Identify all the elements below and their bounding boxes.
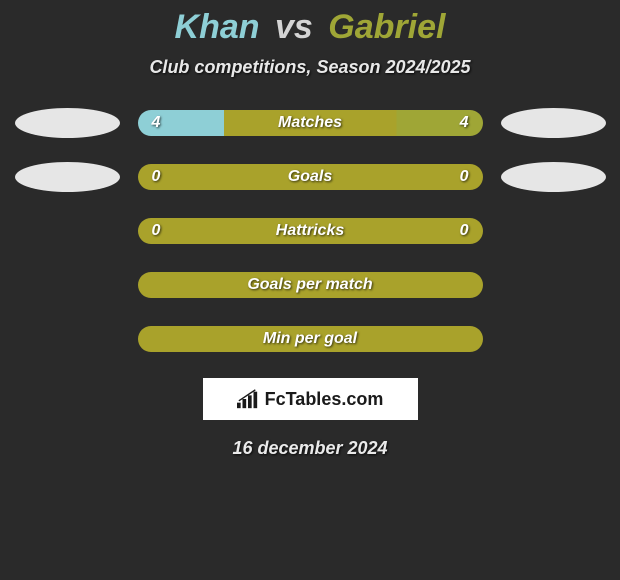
stat-row-goals: 0 Goals 0 [0, 162, 620, 192]
stat-bar-matches: 4 Matches 4 [138, 110, 483, 136]
stat-label: Hattricks [276, 222, 344, 240]
page-title: Khan vs Gabriel [0, 8, 620, 47]
stat-row-matches: 4 Matches 4 [0, 108, 620, 138]
stat-value-left: 0 [152, 222, 172, 240]
stat-value-left: 4 [152, 114, 172, 132]
vs-text: vs [275, 8, 313, 46]
chart-icon [237, 389, 259, 409]
player2-name: Gabriel [328, 8, 445, 46]
stat-bar-hattricks: 0 Hattricks 0 [138, 218, 483, 244]
brand-text: FcTables.com [265, 389, 384, 410]
stat-row-hattricks: 0 Hattricks 0 [0, 216, 620, 246]
stat-value-right: 0 [449, 222, 469, 240]
stat-label: Goals [288, 168, 332, 186]
stat-row-gpm: Goals per match [0, 270, 620, 300]
stat-bar-goals: 0 Goals 0 [138, 164, 483, 190]
stat-row-mpg: Min per goal [0, 324, 620, 354]
widget-container: Khan vs Gabriel Club competitions, Seaso… [0, 0, 620, 459]
stat-label: Goals per match [247, 276, 372, 294]
decorative-ellipse-right [501, 108, 606, 138]
stat-value-right: 0 [449, 168, 469, 186]
decorative-ellipse-left [15, 162, 120, 192]
decorative-ellipse-left [15, 108, 120, 138]
player1-name: Khan [175, 8, 260, 46]
stat-label: Matches [278, 114, 342, 132]
stat-value-right: 4 [449, 114, 469, 132]
stat-bar-mpg: Min per goal [138, 326, 483, 352]
stat-label: Min per goal [263, 330, 357, 348]
subtitle: Club competitions, Season 2024/2025 [0, 57, 620, 78]
brand-link[interactable]: FcTables.com [203, 378, 418, 420]
stat-bar-gpm: Goals per match [138, 272, 483, 298]
stat-value-left: 0 [152, 168, 172, 186]
date-text: 16 december 2024 [0, 438, 620, 459]
decorative-ellipse-right [501, 162, 606, 192]
